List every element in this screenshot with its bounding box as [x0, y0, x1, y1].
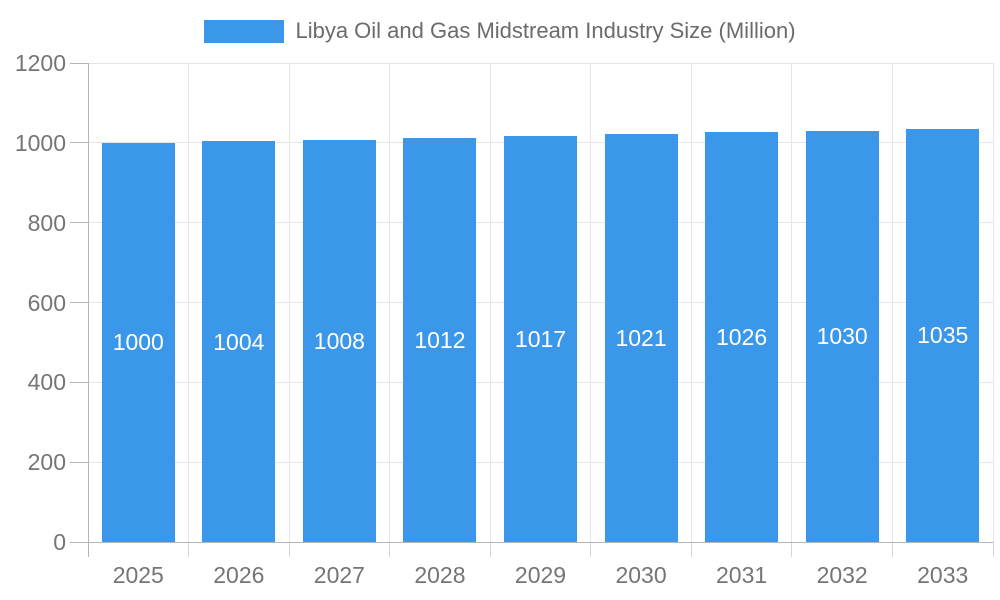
bar-value-label: 1021 [615, 325, 667, 352]
bar-value-label: 1035 [917, 322, 969, 349]
x-axis-tick [891, 542, 893, 557]
x-axis-tick-label: 2031 [716, 562, 768, 588]
bar-2030[interactable] [604, 134, 678, 542]
y-axis-tick-label: 200 [27, 449, 66, 476]
bar-2031[interactable] [705, 132, 779, 542]
x-axis-tick-label: 2026 [213, 562, 265, 588]
y-axis-tick [70, 381, 88, 383]
gridline-vertical [188, 63, 190, 542]
y-axis-tick [70, 62, 88, 64]
bar-value-label: 1026 [716, 324, 768, 351]
bar-2026[interactable] [202, 141, 276, 542]
x-axis-tick [590, 542, 592, 557]
bar-value-label: 1004 [213, 328, 265, 355]
gridline-vertical [389, 63, 391, 542]
x-axis-tick-label: 2030 [615, 562, 667, 588]
bar-value-label: 1017 [514, 326, 567, 353]
bar-value-label: 1030 [816, 323, 868, 350]
gridline-vertical [590, 63, 592, 542]
gridline-vertical [489, 63, 491, 542]
bar-2029[interactable] [504, 136, 577, 542]
bar-2033[interactable] [906, 128, 980, 542]
x-axis-tick-label: 2032 [816, 562, 868, 588]
gridline-vertical [891, 63, 893, 542]
bar-value-label: 1000 [112, 329, 164, 356]
bar-2028[interactable] [403, 138, 477, 542]
bar-2032[interactable] [805, 130, 879, 542]
x-axis-tick [188, 542, 190, 557]
x-axis-tick [791, 542, 793, 557]
bar-2025[interactable] [101, 142, 175, 542]
gridline-vertical [791, 63, 793, 542]
gridline-vertical [992, 63, 994, 542]
y-axis-tick [70, 142, 88, 144]
x-axis-tick-label: 2028 [414, 562, 466, 588]
y-axis-tick-label: 1200 [14, 50, 66, 76]
x-axis-tick-label: 2033 [917, 562, 969, 588]
y-axis-tick-label: 800 [27, 209, 66, 236]
x-axis-tick [288, 542, 290, 557]
gridline-vertical [690, 63, 692, 542]
y-axis-tick-label: 0 [53, 529, 66, 555]
x-axis-tick [992, 542, 994, 557]
y-axis-tick [70, 302, 88, 303]
gridline-horizontal [88, 62, 993, 64]
bar-value-label: 1008 [313, 327, 365, 354]
x-axis-tick [389, 542, 391, 557]
y-axis-tick [70, 541, 88, 543]
x-axis-tick-label: 2029 [514, 562, 567, 588]
bar-value-label: 1012 [414, 327, 466, 354]
gridline-vertical [288, 63, 290, 542]
legend-swatch [204, 19, 285, 43]
y-axis-line [87, 63, 89, 557]
y-axis-tick-label: 1000 [14, 129, 66, 156]
bar-2027[interactable] [302, 139, 376, 542]
legend: Libya Oil and Gas Midstream Industry Siz… [0, 17, 1000, 45]
x-axis-tick [489, 542, 491, 557]
x-axis-tick [690, 542, 692, 557]
y-axis-tick-label: 600 [27, 289, 66, 316]
legend-label: Libya Oil and Gas Midstream Industry Siz… [295, 18, 796, 43]
y-axis-tick-label: 400 [27, 369, 66, 396]
x-axis-tick-label: 2027 [313, 562, 365, 588]
x-axis-line [88, 541, 993, 543]
y-axis-tick [70, 222, 88, 224]
x-axis-tick-label: 2025 [112, 562, 164, 588]
y-axis-tick [70, 461, 88, 463]
